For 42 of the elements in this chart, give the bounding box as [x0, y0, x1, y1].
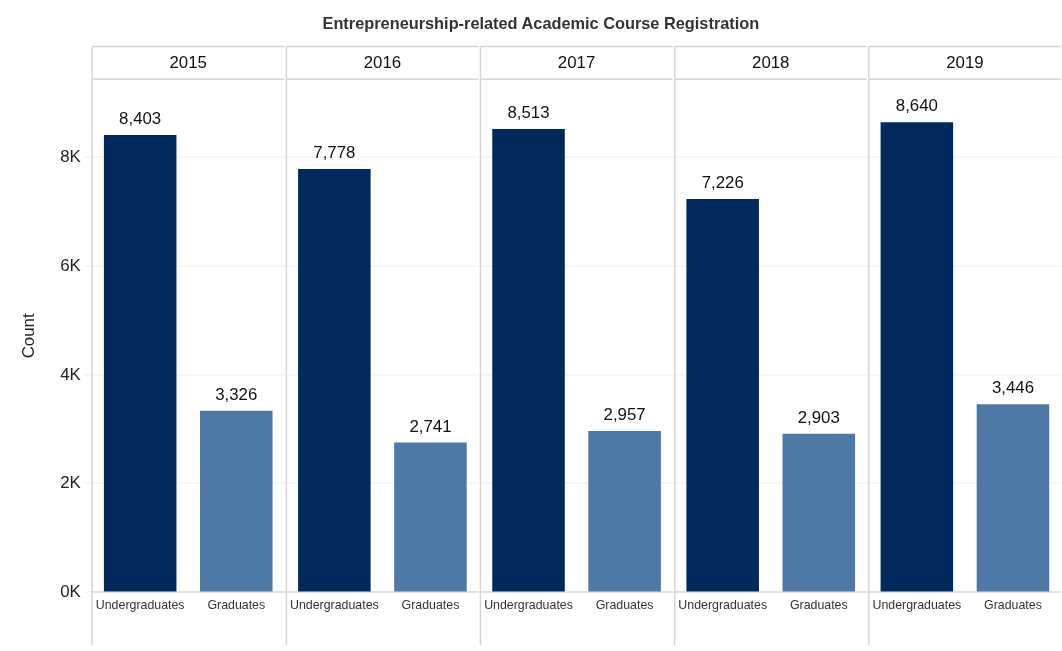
bar [492, 129, 565, 592]
bar [976, 404, 1050, 592]
text: Undergraduates [872, 597, 962, 612]
data-label: 2,903 [797, 407, 840, 427]
data-label: 8,640 [895, 96, 938, 116]
data-label: 7,778 [313, 143, 356, 163]
y-tick-label: 6K [60, 256, 82, 276]
chart-title: Entrepreneurship-related Academic Course Registration [322, 13, 760, 32]
y-tick-label: 0K [60, 581, 82, 601]
text: Graduates [401, 597, 460, 612]
bar [394, 442, 467, 592]
y-tick-label: 2K [60, 473, 82, 493]
y-axis-title: Count [19, 313, 39, 359]
text: Undergraduates [678, 597, 768, 612]
bar [103, 135, 177, 592]
text: Graduates [595, 597, 654, 612]
bar [686, 199, 759, 592]
x-tick-label: 2019 [946, 52, 984, 72]
bar [588, 430, 661, 592]
series-label: Graduates [207, 597, 266, 612]
x-tick-label: 2018 [752, 52, 790, 72]
data-label: 2,741 [409, 416, 452, 436]
x-tick-label: 2017 [557, 52, 596, 72]
data-label: 8,513 [507, 103, 550, 123]
text: Undergraduates [484, 597, 573, 612]
bar [880, 122, 954, 592]
data-label: 8,403 [119, 109, 162, 129]
data-label: 2,957 [603, 404, 646, 424]
y-tick-label: 4K [60, 364, 82, 384]
x-tick-label: 2016 [363, 52, 402, 72]
data-label: 3,446 [991, 378, 1035, 398]
data-label: 3,326 [215, 384, 258, 404]
series-label: Undergraduates [95, 597, 185, 612]
text: Graduates [789, 597, 848, 612]
text: Undergraduates [289, 597, 379, 612]
data-label: 7,226 [701, 173, 744, 193]
x-tick-label: 2015 [169, 52, 207, 72]
bar [200, 410, 273, 592]
bar [298, 169, 371, 592]
y-tick-label: 8K [60, 147, 82, 167]
bar [782, 433, 856, 592]
text: Graduates [984, 597, 1042, 612]
